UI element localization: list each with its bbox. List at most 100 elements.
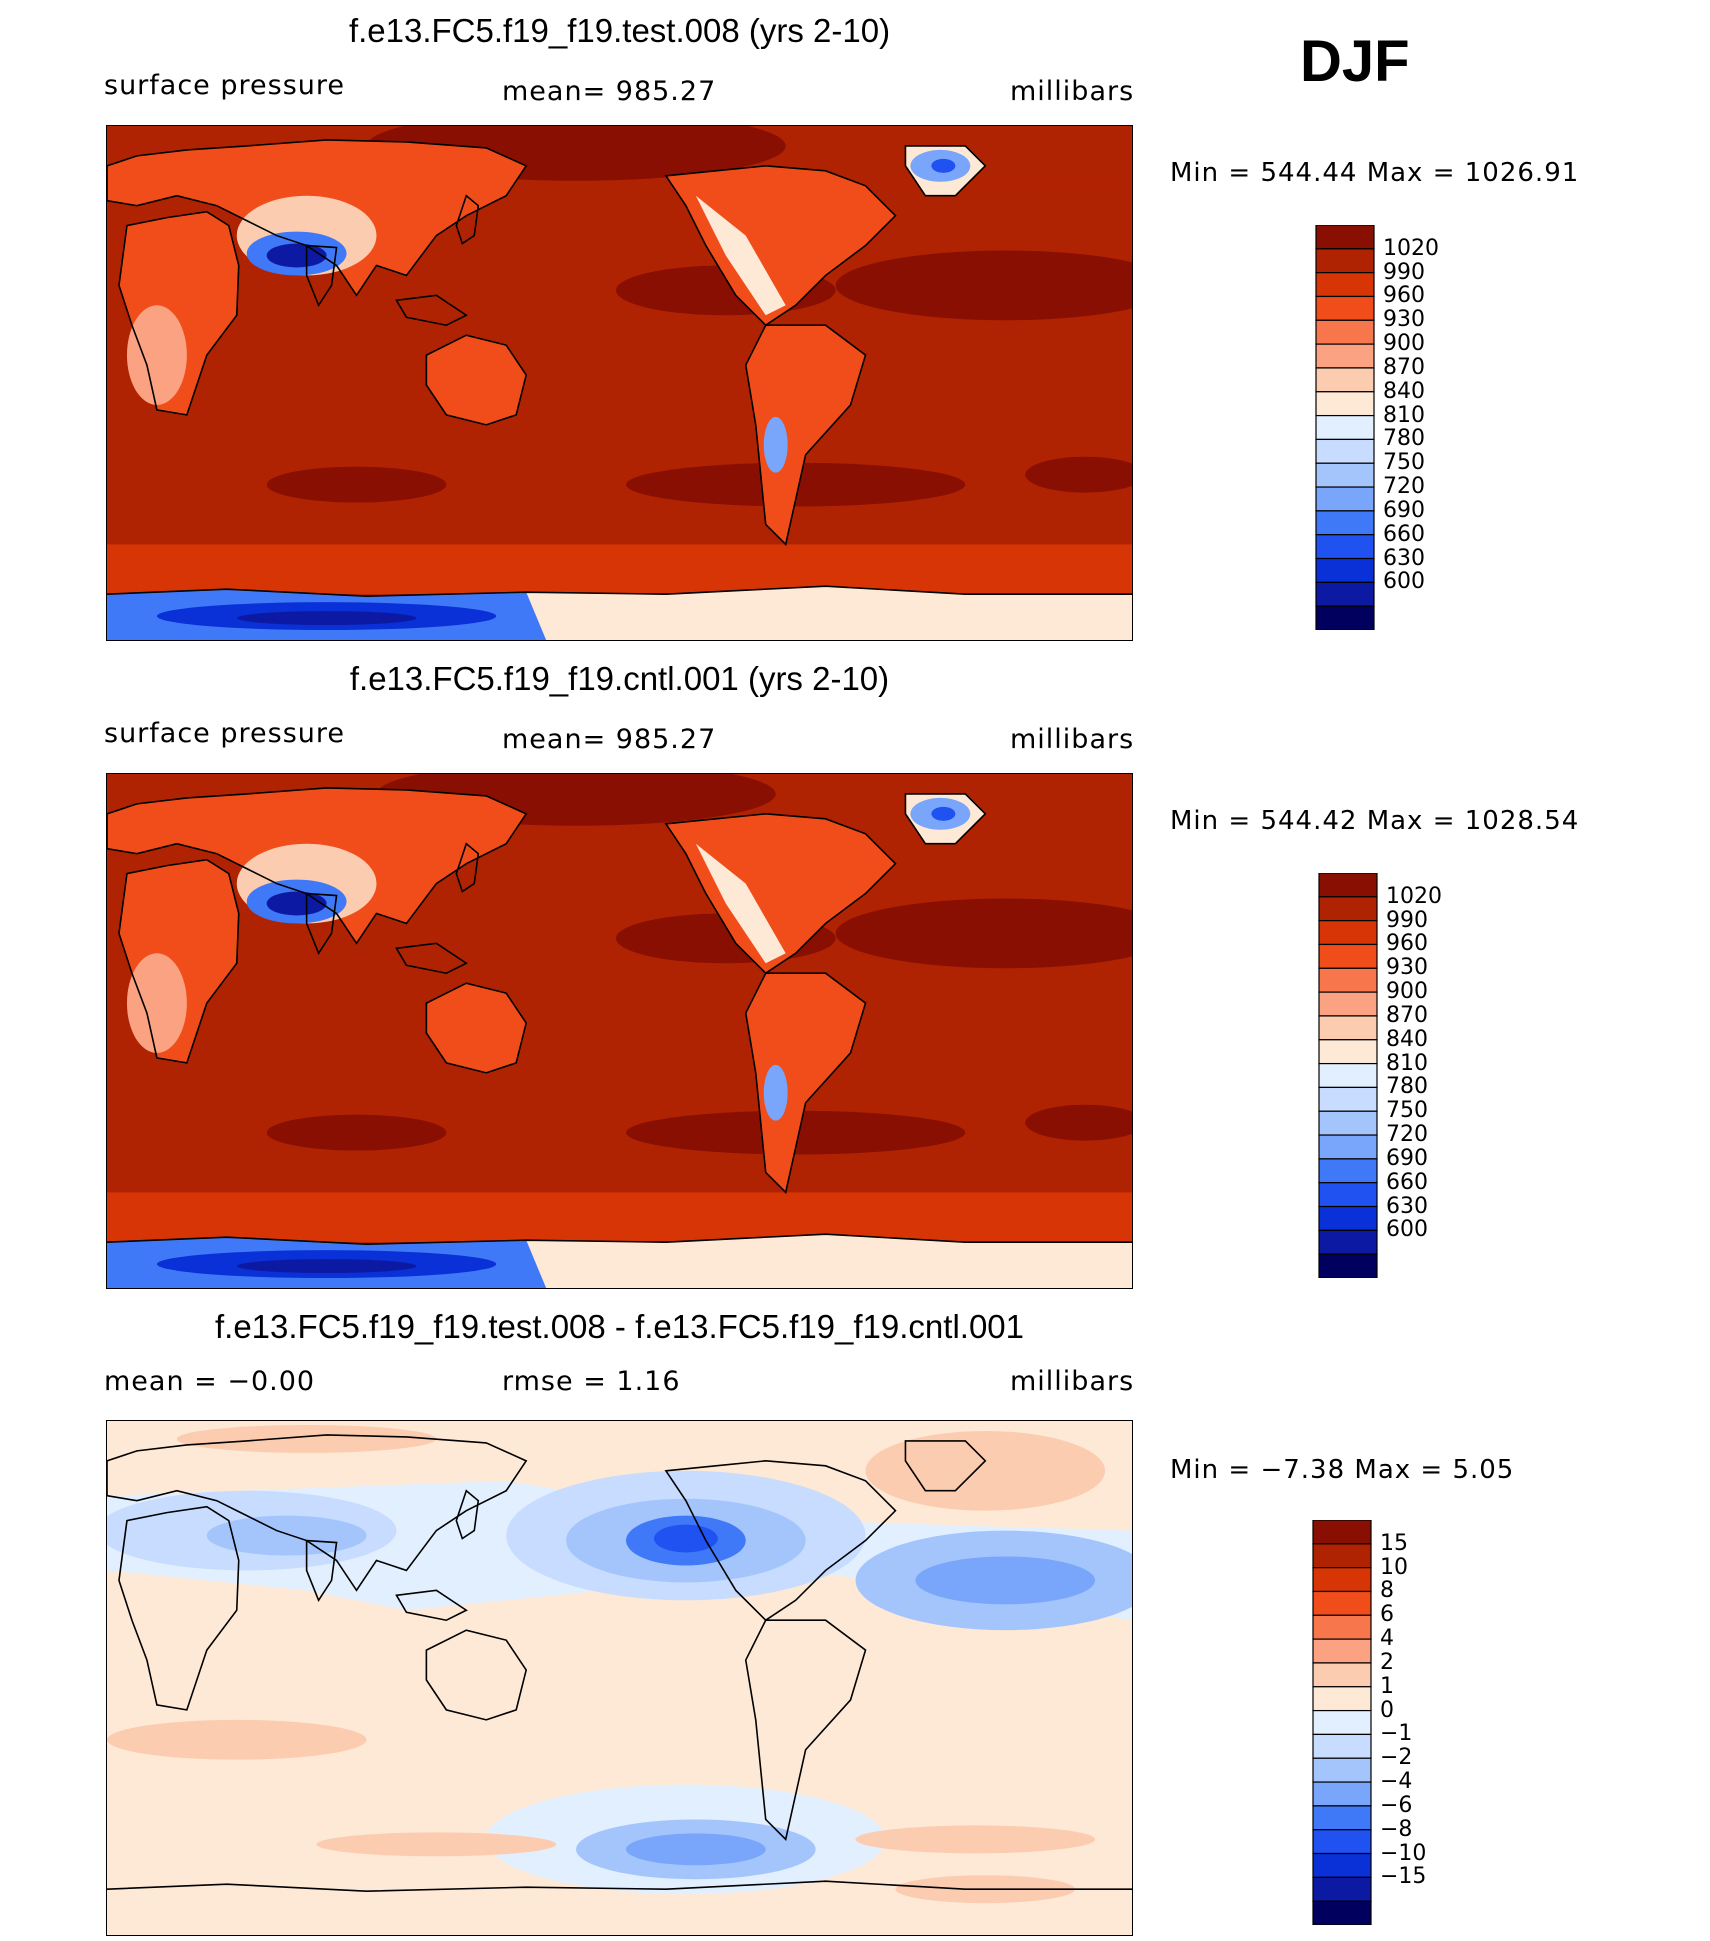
colorbar-tick-label: 840 xyxy=(1386,1026,1428,1052)
panel1-colorbar-svg xyxy=(1315,224,1375,631)
colorbar-tick-label: 690 xyxy=(1386,1145,1428,1171)
colorbar-box xyxy=(1312,1781,1372,1807)
panel1-map xyxy=(106,125,1133,641)
colorbar-tick-label: 720 xyxy=(1383,474,1425,500)
colorbar-box xyxy=(1318,1015,1378,1041)
colorbar-box xyxy=(1312,1567,1372,1593)
colorbar-box xyxy=(1315,295,1375,321)
colorbar-tick-label: 810 xyxy=(1383,402,1425,428)
colorbar-box xyxy=(1318,1134,1378,1160)
colorbar-box xyxy=(1312,1662,1372,1688)
colorbar-tick-label: 930 xyxy=(1386,955,1428,981)
colorbar-tick-label: 780 xyxy=(1386,1074,1428,1100)
colorbar-tick-label: 600 xyxy=(1386,1217,1428,1243)
colorbar-tick-label: 660 xyxy=(1383,521,1425,547)
colorbar-box xyxy=(1312,1829,1372,1855)
colorbar-tick-label: 630 xyxy=(1386,1193,1428,1219)
colorbar-tick-label: 720 xyxy=(1386,1122,1428,1148)
panel2-title: f.e13.FC5.f19_f19.cntl.001 (yrs 2-10) xyxy=(349,660,890,697)
panel3-map-svg xyxy=(107,1421,1132,1935)
colorbar-tick-label: 750 xyxy=(1383,450,1425,476)
colorbar-box xyxy=(1318,1253,1378,1279)
colorbar-box xyxy=(1318,1182,1378,1208)
colorbar-tick-label: −1 xyxy=(1380,1721,1413,1747)
panel3-colorbar-svg xyxy=(1312,1519,1372,1926)
colorbar-tick-label: 600 xyxy=(1383,569,1425,595)
colorbar-box xyxy=(1315,605,1375,631)
colorbar-box xyxy=(1315,367,1375,393)
panel1-title: f.e13.FC5.f19_f19.test.008 (yrs 2-10) xyxy=(348,12,891,49)
colorbar-tick-label: −6 xyxy=(1380,1792,1413,1818)
colorbar-tick-label: 870 xyxy=(1383,354,1425,380)
colorbar-box xyxy=(1312,1900,1372,1926)
colorbar-tick-label: 1020 xyxy=(1386,883,1442,909)
colorbar-tick-label: 690 xyxy=(1383,497,1425,523)
colorbar-tick-label: 990 xyxy=(1383,259,1425,285)
colorbar-tick-label: 8 xyxy=(1380,1578,1394,1604)
panel2-colorbar xyxy=(1318,872,1378,1283)
colorbar-tick-label: 750 xyxy=(1386,1098,1428,1124)
colorbar-box xyxy=(1318,896,1378,922)
panel3-colorbar xyxy=(1312,1519,1372,1930)
panel2-colorbar-svg xyxy=(1318,872,1378,1279)
colorbar-tick-label: 6 xyxy=(1380,1602,1394,1628)
panel1-variable-label: surface pressure xyxy=(104,70,345,101)
colorbar-box xyxy=(1315,391,1375,417)
colorbar-tick-label: 960 xyxy=(1383,283,1425,309)
colorbar-tick-label: 660 xyxy=(1386,1169,1428,1195)
panel3-map xyxy=(106,1420,1133,1936)
colorbar-box xyxy=(1315,486,1375,512)
colorbar-box xyxy=(1312,1709,1372,1736)
colorbar-tick-label: 630 xyxy=(1383,545,1425,571)
colorbar-tick-label: 2 xyxy=(1380,1649,1394,1675)
panel2-units-label: millibars xyxy=(1010,724,1135,755)
panel3-title: f.e13.FC5.f19_f19.test.008 - f.e13.FC5.f… xyxy=(214,1308,1024,1345)
panel3-minmax: Min = −7.38 Max = 5.05 xyxy=(1170,1455,1515,1485)
panel2-variable-label: surface pressure xyxy=(104,718,345,749)
colorbar-box xyxy=(1315,510,1375,536)
colorbar-box xyxy=(1312,1876,1372,1902)
panel3-mean-label: mean = −0.00 xyxy=(104,1366,316,1397)
colorbar-tick-label: 960 xyxy=(1386,931,1428,957)
colorbar-box xyxy=(1312,1614,1372,1640)
colorbar-box xyxy=(1315,414,1375,441)
colorbar-box xyxy=(1318,1110,1378,1136)
colorbar-tick-label: −4 xyxy=(1380,1769,1413,1795)
colorbar-box xyxy=(1318,1205,1378,1231)
panel1-mean-label: mean= 985.27 xyxy=(502,76,717,107)
colorbar-tick-label: 0 xyxy=(1380,1697,1394,1723)
colorbar-box xyxy=(1315,319,1375,345)
colorbar-box xyxy=(1315,581,1375,607)
panel1-map-svg xyxy=(107,126,1132,640)
colorbar-box xyxy=(1312,1686,1372,1712)
colorbar-box xyxy=(1312,1805,1372,1831)
colorbar-box xyxy=(1312,1733,1372,1759)
colorbar-box xyxy=(1318,943,1378,969)
colorbar-box xyxy=(1318,872,1378,898)
colorbar-tick-label: 15 xyxy=(1380,1530,1408,1556)
colorbar-box xyxy=(1318,991,1378,1017)
colorbar-box xyxy=(1312,1590,1372,1616)
panel2-mean-label: mean= 985.27 xyxy=(502,724,717,755)
colorbar-box xyxy=(1315,272,1375,298)
panel2-map-svg xyxy=(107,774,1132,1288)
colorbar-tick-label: −8 xyxy=(1380,1816,1413,1842)
colorbar-tick-label: −2 xyxy=(1380,1745,1413,1771)
colorbar-box xyxy=(1315,438,1375,464)
colorbar-tick-label: 1 xyxy=(1380,1673,1394,1699)
colorbar-box xyxy=(1312,1638,1372,1664)
colorbar-tick-label: 990 xyxy=(1386,907,1428,933)
colorbar-box xyxy=(1318,1229,1378,1255)
colorbar-box xyxy=(1318,1086,1378,1112)
colorbar-box xyxy=(1318,920,1378,946)
panel1-units-label: millibars xyxy=(1010,76,1135,107)
colorbar-tick-label: 900 xyxy=(1386,979,1428,1005)
colorbar-box xyxy=(1312,1757,1372,1783)
panel2-minmax: Min = 544.42 Max = 1028.54 xyxy=(1170,806,1580,836)
colorbar-tick-label: −15 xyxy=(1380,1864,1427,1890)
colorbar-box xyxy=(1312,1519,1372,1545)
colorbar-box xyxy=(1318,1158,1378,1184)
colorbar-tick-label: 930 xyxy=(1383,307,1425,333)
colorbar-tick-label: −10 xyxy=(1380,1840,1427,1866)
colorbar-tick-label: 900 xyxy=(1383,331,1425,357)
